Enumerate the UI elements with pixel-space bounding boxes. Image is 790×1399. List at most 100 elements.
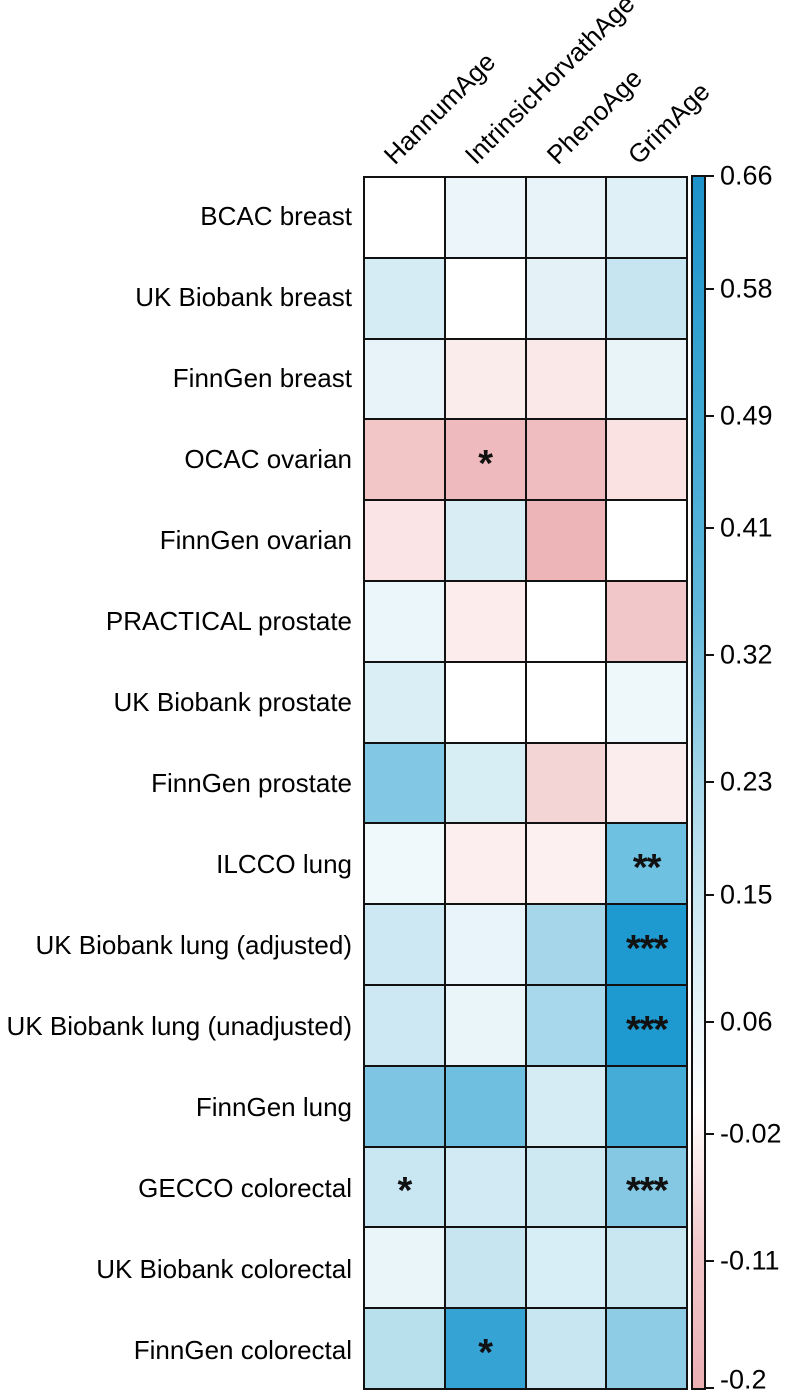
heatmap-cell: * [364,1146,445,1228]
row-label: PRACTICAL prostate [105,606,352,637]
heatmap-cell [364,985,445,1066]
colorbar-tick-label: -0.11 [720,1245,780,1276]
heatmap-cell [525,1065,607,1147]
row-label: FinnGen ovarian [159,525,352,556]
significance-stars: * [397,1170,412,1213]
heatmap-cell [525,1308,607,1389]
row-label: UK Biobank prostate [113,687,352,718]
heatmap-cell [525,661,607,743]
heatmap-cell [606,257,687,339]
heatmap-cell [444,823,526,905]
heatmap-cell [525,257,607,339]
significance-stars: * [478,443,493,486]
heatmap-cell: ** [606,823,687,905]
significance-stars: ** [632,847,662,890]
colorbar-tick-label: 0.41 [720,512,773,543]
heatmap-cell [444,1065,526,1147]
row-label: FinnGen lung [195,1091,352,1122]
heatmap-grid: * ** *** *** * *** * [363,176,688,1390]
colorbar-tick [706,1020,714,1023]
heatmap-cell [444,581,526,662]
heatmap-cell [364,1065,445,1147]
colorbar-tick [706,1260,714,1263]
heatmap-cell [606,1308,687,1389]
heatmap-cell [364,257,445,339]
heatmap-cell [444,338,526,420]
colorbar-tick [706,1387,714,1389]
heatmap-cell [444,1227,526,1309]
colorbar-tick-label: 0.32 [720,639,773,670]
significance-stars: *** [625,1008,668,1051]
colorbar-tick [706,175,714,177]
colorbar-tick-label: 0.49 [720,400,773,431]
heatmap-cell [606,661,687,743]
colorbar-tick [706,414,714,417]
heatmap-cell: *** [606,904,687,985]
heatmap-cell [525,1146,607,1228]
row-label: UK Biobank breast [135,282,352,313]
significance-stars: *** [625,1170,668,1213]
colorbar-tick [706,1133,714,1136]
colorbar-tick-label: 0.66 [720,160,773,191]
heatmap-cell [364,1308,445,1389]
heatmap-cell: * [444,1308,526,1389]
row-label: UK Biobank lung (adjusted) [35,929,352,960]
heatmap-cell [525,581,607,662]
heatmap-cell [444,742,526,824]
heatmap-cell [444,1146,526,1228]
heatmap-cell [606,177,687,258]
heatmap-cell [525,419,607,501]
heatmap-cell [525,338,607,420]
row-label: FinnGen prostate [151,768,352,798]
heatmap-cell [525,823,607,905]
heatmap-cell [364,581,445,662]
heatmap-cell [525,742,607,824]
colorbar-tick [706,781,714,783]
row-label: FinnGen breast [172,363,352,394]
heatmap-cell: *** [606,1146,687,1228]
heatmap-cell [525,985,607,1066]
heatmap-cell [364,1227,445,1309]
heatmap-cell: *** [606,985,687,1066]
colorbar-tick-label: 0.06 [720,1006,773,1037]
row-label: GECCO colorectal [138,1172,352,1203]
heatmap-cell: * [444,419,526,501]
colorbar-tick [706,654,714,657]
heatmap-cell [364,500,445,581]
heatmap-cell [364,742,445,824]
row-label: FinnGen colorectal [133,1334,352,1365]
colorbar-tick-label: -0.2 [720,1364,767,1395]
row-label: UK Biobank lung (unadjusted) [6,1010,352,1041]
heatmap-cell [364,177,445,258]
heatmap-cell [606,500,687,581]
heatmap-cell [606,1065,687,1147]
heatmap-cell [606,338,687,420]
heatmap-cell [444,177,526,258]
row-label: UK Biobank colorectal [96,1253,352,1284]
colorbar-tick [706,893,714,896]
heatmap-cell [525,500,607,581]
heatmap-cell [525,177,607,258]
heatmap-cell [606,742,687,824]
heatmap-cell [606,1227,687,1309]
heatmap-cell [606,419,687,501]
row-label: OCAC ovarian [184,444,352,475]
heatmap-cell [364,338,445,420]
heatmap-cell [606,581,687,662]
colorbar-tick-label: 0.58 [720,273,773,304]
colorbar-tick-label: 0.23 [720,766,773,797]
significance-stars: *** [625,928,668,971]
heatmap-cell [525,904,607,985]
heatmap-cell [444,661,526,743]
row-label: ILCCO lung [216,848,352,879]
colorbar-tick-label: 0.15 [720,879,773,910]
row-label: BCAC breast [200,201,352,232]
heatmap-cell [444,904,526,985]
colorbar-tick [706,287,714,290]
colorbar-tick [706,527,714,530]
heatmap-cell [364,823,445,905]
significance-stars: * [478,1332,493,1375]
heatmap-cell [444,500,526,581]
heatmap-cell [444,257,526,339]
